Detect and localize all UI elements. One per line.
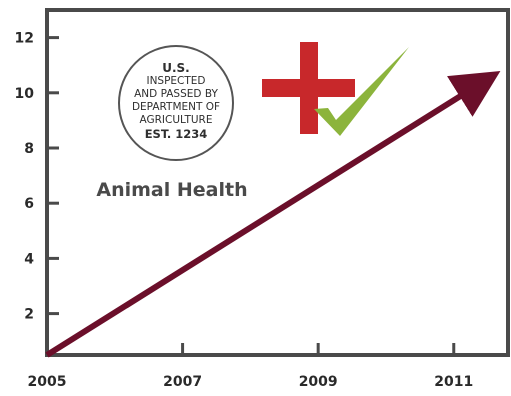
seal-line-1: U.S. bbox=[162, 61, 190, 75]
seal-line-3: AND PASSED BY bbox=[134, 88, 218, 100]
axis-ticks: 2 4 6 8 10 12 2005 2007 2009 2011 bbox=[15, 31, 474, 390]
seal-line-6: EST. 1234 bbox=[145, 127, 208, 141]
y-tick-label: 2 bbox=[24, 307, 34, 323]
x-tick-label: 2009 bbox=[299, 374, 338, 390]
trend-arrow-line bbox=[47, 79, 488, 355]
seal-line-2: INSPECTED bbox=[146, 75, 205, 87]
y-tick-label: 4 bbox=[24, 251, 34, 267]
center-label: Animal Health bbox=[96, 179, 247, 201]
seal-line-5: AGRICULTURE bbox=[140, 114, 213, 126]
usda-seal: U.S. INSPECTED AND PASSED BY DEPARTMENT … bbox=[119, 46, 233, 160]
y-tick-label: 8 bbox=[24, 141, 34, 157]
y-tick-label: 6 bbox=[24, 196, 34, 212]
x-tick-label: 2011 bbox=[434, 374, 473, 390]
x-tick-label: 2005 bbox=[28, 374, 67, 390]
seal-line-4: DEPARTMENT OF bbox=[132, 101, 220, 113]
y-tick-label: 12 bbox=[15, 31, 34, 47]
data-series bbox=[47, 79, 488, 355]
cross-horizontal bbox=[262, 79, 355, 97]
y-tick-label: 10 bbox=[15, 86, 35, 102]
x-tick-label: 2007 bbox=[163, 374, 202, 390]
